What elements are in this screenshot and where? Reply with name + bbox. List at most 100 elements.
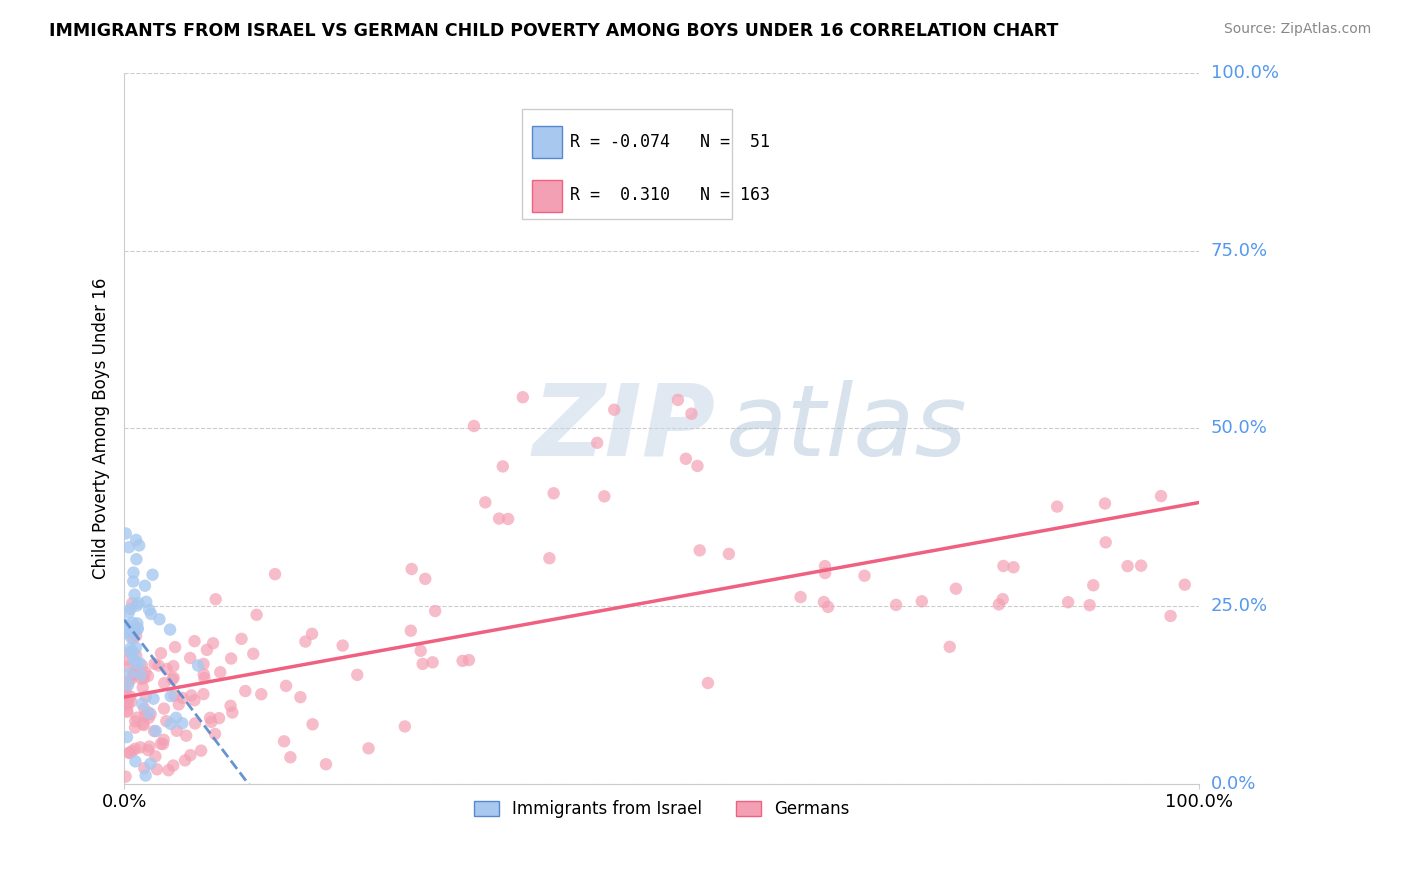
Point [124,721,146,735]
Point [141,567,163,582]
Point [250,687,273,701]
Point [195,643,218,657]
Point [184,716,207,731]
Point [145,749,167,764]
Point [346,668,368,682]
Point [1057,595,1080,609]
Point [813,595,835,609]
Point [233,684,256,698]
Point [120,641,142,656]
Point [817,599,839,614]
Point [139,756,162,771]
Point [1150,489,1173,503]
Point [1078,598,1101,612]
Point [399,624,422,638]
Point [273,734,295,748]
Point [115,730,138,744]
Point [127,622,149,636]
Point [488,511,510,525]
Point [1002,560,1025,574]
Point [146,762,169,776]
Point [120,672,142,686]
Point [717,547,740,561]
Point [122,574,145,589]
Point [129,668,152,682]
Point [675,451,697,466]
Point [193,687,215,701]
Point [280,750,302,764]
Point [165,711,187,725]
Point [159,623,181,637]
Point [689,543,711,558]
Point [166,723,188,738]
Point [148,612,170,626]
Point [136,743,159,757]
Point [183,634,205,648]
Point [463,419,485,434]
Point [122,668,145,682]
Point [122,651,145,665]
Point [1046,500,1069,514]
Point [125,711,148,725]
Point [118,746,141,760]
Point [143,724,166,739]
Point [125,640,148,655]
Point [156,662,179,676]
Text: 0.0%: 0.0% [1211,775,1256,793]
Point [124,755,146,769]
Point [208,711,231,725]
Point [991,592,1014,607]
Point [1083,578,1105,592]
Point [127,616,149,631]
Point [129,740,152,755]
Point [121,596,143,610]
Point [122,566,145,580]
Text: IMMIGRANTS FROM ISRAEL VS GERMAN CHILD POVERTY AMONG BOYS UNDER 16 CORRELATION C: IMMIGRANTS FROM ISRAEL VS GERMAN CHILD P… [49,22,1059,40]
Point [814,566,837,580]
Point [128,656,150,670]
Point [139,607,162,621]
Point [122,645,145,659]
Point [221,706,243,720]
Point [264,567,287,582]
Point [884,598,907,612]
Point [187,658,209,673]
Y-axis label: Child Poverty Among Boys Under 16: Child Poverty Among Boys Under 16 [93,277,110,579]
Point [152,732,174,747]
Point [117,678,139,692]
Point [357,741,380,756]
Point [492,459,515,474]
Point [179,748,201,763]
Text: R = -0.074   N =  51: R = -0.074 N = 51 [571,133,770,151]
Point [242,647,264,661]
Point [127,621,149,635]
Point [301,717,323,731]
Point [148,658,170,673]
Point [789,590,811,604]
Point [1116,559,1139,574]
Point [1130,558,1153,573]
Point [120,602,142,616]
Point [125,656,148,670]
Point [132,672,155,686]
Point [413,572,436,586]
Text: ZIP: ZIP [533,380,716,477]
Point [121,631,143,645]
Point [593,489,616,503]
FancyBboxPatch shape [531,179,562,211]
Point [193,657,215,671]
Point [120,644,142,658]
Point [686,458,709,473]
Point [118,541,141,555]
Point [128,596,150,610]
Point [135,690,157,704]
Point [131,658,153,673]
Point [132,718,155,732]
Point [125,599,148,613]
Point [458,653,481,667]
Point [122,667,145,681]
Point [122,632,145,646]
Point [401,562,423,576]
Legend: Immigrants from Israel, Germans: Immigrants from Israel, Germans [467,794,856,825]
Point [114,526,136,541]
